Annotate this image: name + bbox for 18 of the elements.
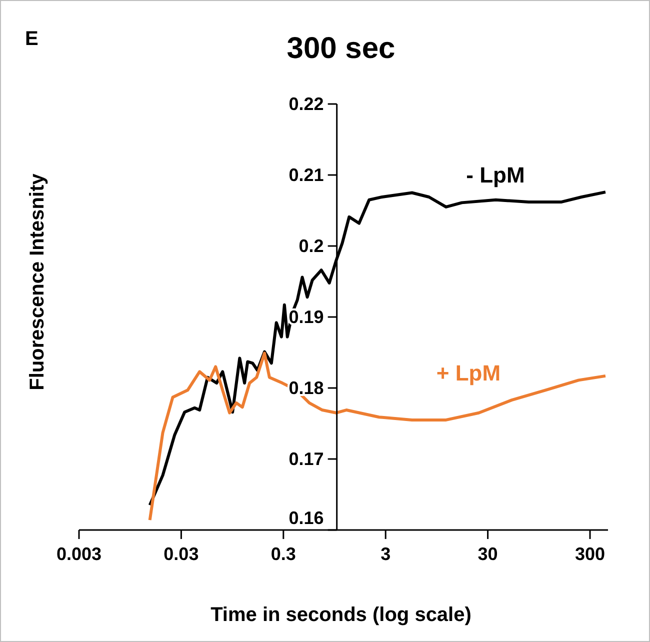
series-label: + LpM — [436, 360, 501, 386]
text: E — [25, 28, 38, 51]
x-axis-title: Time in seconds (log scale) — [210, 604, 472, 627]
y-tick-label: 0.2 — [298, 236, 324, 256]
x-tick-label: 0.003 — [56, 544, 102, 564]
x-tick-label: 0.03 — [164, 544, 199, 564]
y-tick-label: 0.18 — [288, 378, 324, 398]
x-tick-label: 3 — [380, 544, 391, 564]
y-tick-label: 0.17 — [288, 449, 324, 469]
x-tick-label: 0.3 — [270, 544, 296, 564]
y-tick-label: 0.16 — [288, 508, 324, 528]
y-tick-label: 0.22 — [288, 94, 324, 114]
x-tick-label: 300 — [574, 544, 606, 564]
x-tick-label: 30 — [478, 544, 498, 564]
chart-title: 300 sec — [286, 32, 396, 65]
y-axis-title: Fluorescence Intesnity — [26, 174, 50, 390]
y-tick-label: 0.21 — [288, 165, 324, 185]
series-label: - LpM — [466, 162, 525, 188]
